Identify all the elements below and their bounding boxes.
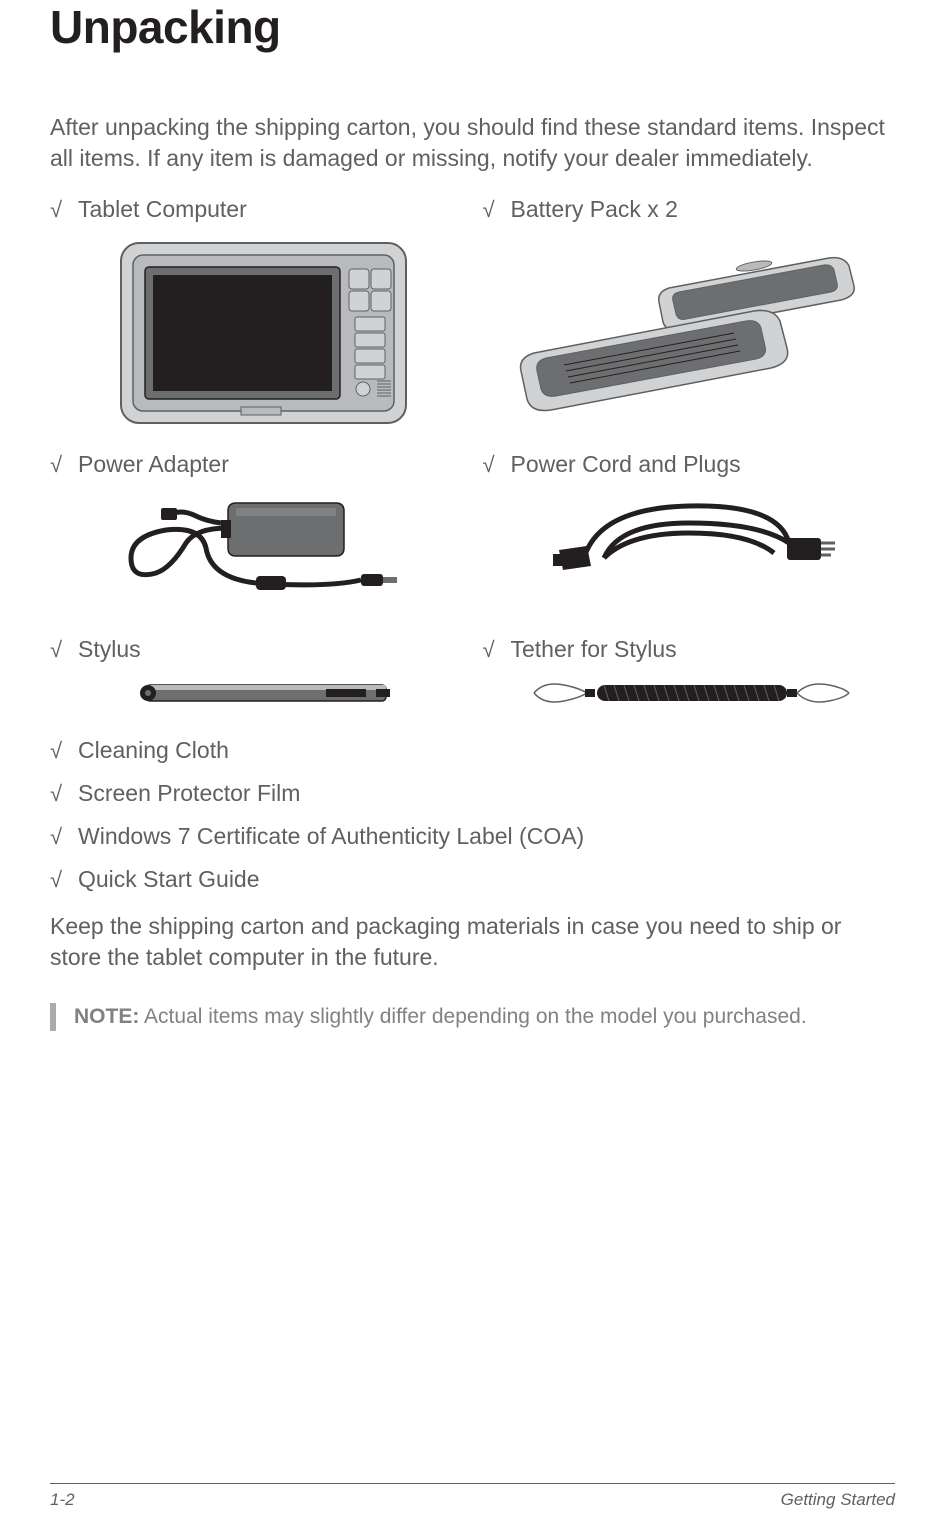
check-row: √ Windows 7 Certificate of Authenticity … xyxy=(50,823,895,850)
check-row: √ Screen Protector Film xyxy=(50,780,895,807)
check-mark-icon: √ xyxy=(483,197,511,223)
check-row: √ Cleaning Cloth xyxy=(50,737,895,764)
check-mark-icon: √ xyxy=(50,867,78,893)
item-label: Tablet Computer xyxy=(78,196,247,223)
note-bar-icon xyxy=(50,1003,56,1031)
check-mark-icon: √ xyxy=(483,637,511,663)
item-label: Quick Start Guide xyxy=(78,866,260,893)
note-label: NOTE: xyxy=(74,1005,139,1028)
item-label: Stylus xyxy=(78,636,141,663)
check-mark-icon: √ xyxy=(50,824,78,850)
check-mark-icon: √ xyxy=(50,637,78,663)
page-footer: 1-2 Getting Started xyxy=(50,1483,895,1510)
check-mark-icon: √ xyxy=(50,781,78,807)
item-stylus: √ Stylus xyxy=(50,636,463,713)
item-label: Power Cord and Plugs xyxy=(511,451,741,478)
check-row: √ Quick Start Guide xyxy=(50,866,895,893)
item-label: Tether for Stylus xyxy=(511,636,677,663)
illustration-adapter xyxy=(50,488,463,618)
check-row: √ Stylus xyxy=(50,636,463,663)
item-label: Windows 7 Certificate of Authenticity La… xyxy=(78,823,584,850)
check-row: √ Tether for Stylus xyxy=(483,636,896,663)
item-label: Cleaning Cloth xyxy=(78,737,229,764)
item-battery-pack: √ Battery Pack x 2 xyxy=(483,196,896,433)
document-page: Unpacking After unpacking the shipping c… xyxy=(0,0,945,1536)
note-body: Actual items may slightly differ dependi… xyxy=(139,1005,806,1028)
footer-section-title: Getting Started xyxy=(781,1490,895,1510)
item-label: Power Adapter xyxy=(78,451,229,478)
item-power-adapter: √ Power Adapter xyxy=(50,451,463,618)
item-label: Battery Pack x 2 xyxy=(511,196,678,223)
illustration-power-cord xyxy=(483,488,896,598)
check-row: √ Power Cord and Plugs xyxy=(483,451,896,478)
text-only-list: √ Cleaning Cloth √ Screen Protector Film… xyxy=(50,737,895,893)
check-mark-icon: √ xyxy=(50,738,78,764)
illustration-tablet xyxy=(50,233,463,433)
items-grid: √ Tablet Computer xyxy=(50,196,895,713)
item-tether: √ Tether for Stylus xyxy=(483,636,896,713)
note-block: NOTE: Actual items may slightly differ d… xyxy=(50,1003,895,1031)
illustration-tether xyxy=(483,673,896,713)
check-row: √ Power Adapter xyxy=(50,451,463,478)
check-row: √ Tablet Computer xyxy=(50,196,463,223)
item-tablet-computer: √ Tablet Computer xyxy=(50,196,463,433)
footer-page-number: 1-2 xyxy=(50,1490,75,1510)
intro-paragraph: After unpacking the shipping carton, you… xyxy=(50,112,895,174)
check-row: √ Battery Pack x 2 xyxy=(483,196,896,223)
illustration-battery xyxy=(483,233,896,433)
closing-paragraph: Keep the shipping carton and packaging m… xyxy=(50,911,895,973)
check-mark-icon: √ xyxy=(50,197,78,223)
note-text: NOTE: Actual items may slightly differ d… xyxy=(74,1003,807,1031)
item-label: Screen Protector Film xyxy=(78,780,300,807)
illustration-stylus xyxy=(50,673,463,713)
item-power-cord: √ Power Cord and Plugs xyxy=(483,451,896,618)
page-heading: Unpacking xyxy=(50,0,895,54)
check-mark-icon: √ xyxy=(50,452,78,478)
check-mark-icon: √ xyxy=(483,452,511,478)
